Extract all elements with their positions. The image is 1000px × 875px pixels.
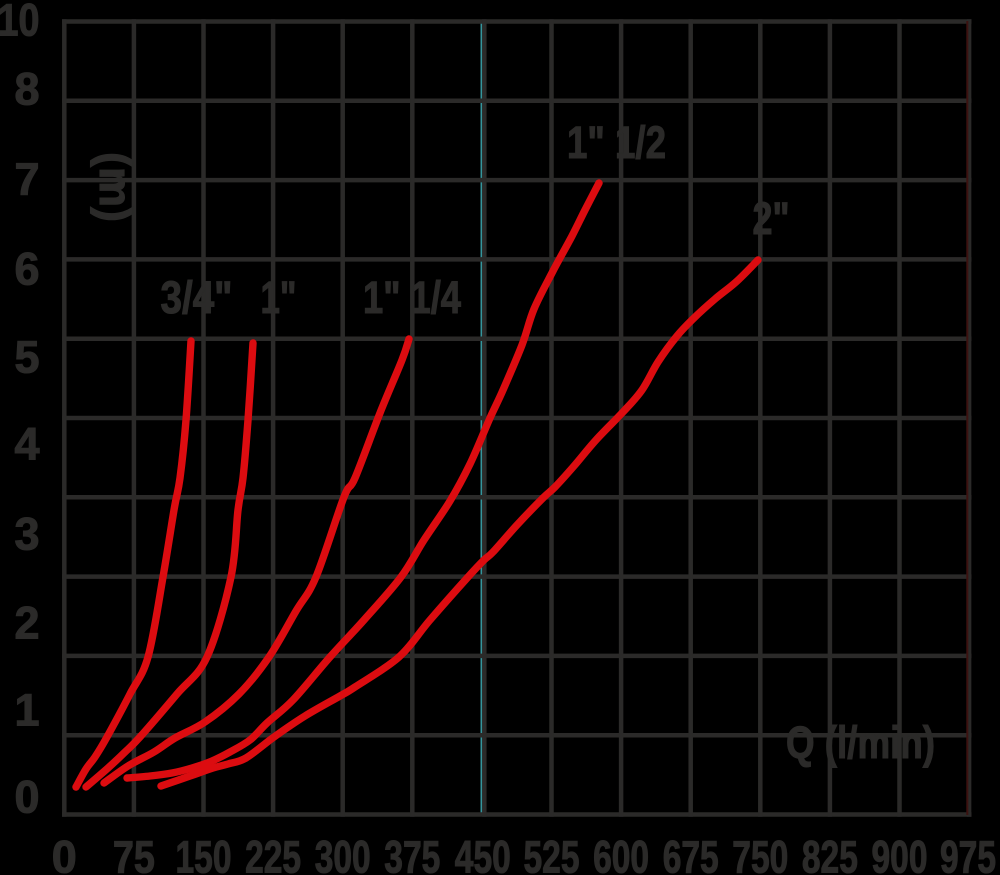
svg-text:3/4": 3/4" <box>161 272 233 323</box>
svg-text:0: 0 <box>52 832 77 875</box>
svg-text:300: 300 <box>315 832 371 875</box>
svg-text:Q (l/min): Q (l/min) <box>786 717 935 768</box>
svg-text:975: 975 <box>940 832 996 875</box>
svg-text:450: 450 <box>455 832 511 875</box>
svg-text:(m): (m) <box>90 152 141 222</box>
svg-text:10: 10 <box>0 0 40 45</box>
svg-text:900: 900 <box>872 832 928 875</box>
svg-text:8: 8 <box>14 63 39 114</box>
svg-text:750: 750 <box>732 832 788 875</box>
svg-text:2: 2 <box>14 597 39 648</box>
svg-text:150: 150 <box>176 832 232 875</box>
svg-text:7: 7 <box>14 153 39 204</box>
svg-text:1" 1/2: 1" 1/2 <box>567 117 666 168</box>
svg-text:2": 2" <box>753 193 790 244</box>
svg-text:225: 225 <box>245 832 301 875</box>
svg-text:4: 4 <box>14 418 39 469</box>
svg-text:525: 525 <box>524 832 580 875</box>
svg-text:3: 3 <box>14 508 39 559</box>
svg-text:825: 825 <box>802 832 858 875</box>
svg-text:75: 75 <box>113 832 155 875</box>
svg-text:675: 675 <box>663 832 719 875</box>
svg-text:1": 1" <box>261 272 297 323</box>
svg-text:375: 375 <box>384 832 440 875</box>
svg-text:1" 1/4: 1" 1/4 <box>363 272 461 323</box>
svg-text:5: 5 <box>14 331 39 382</box>
svg-text:1: 1 <box>14 684 39 735</box>
svg-text:600: 600 <box>593 832 649 875</box>
svg-text:6: 6 <box>14 243 39 294</box>
svg-text:0: 0 <box>14 771 39 822</box>
